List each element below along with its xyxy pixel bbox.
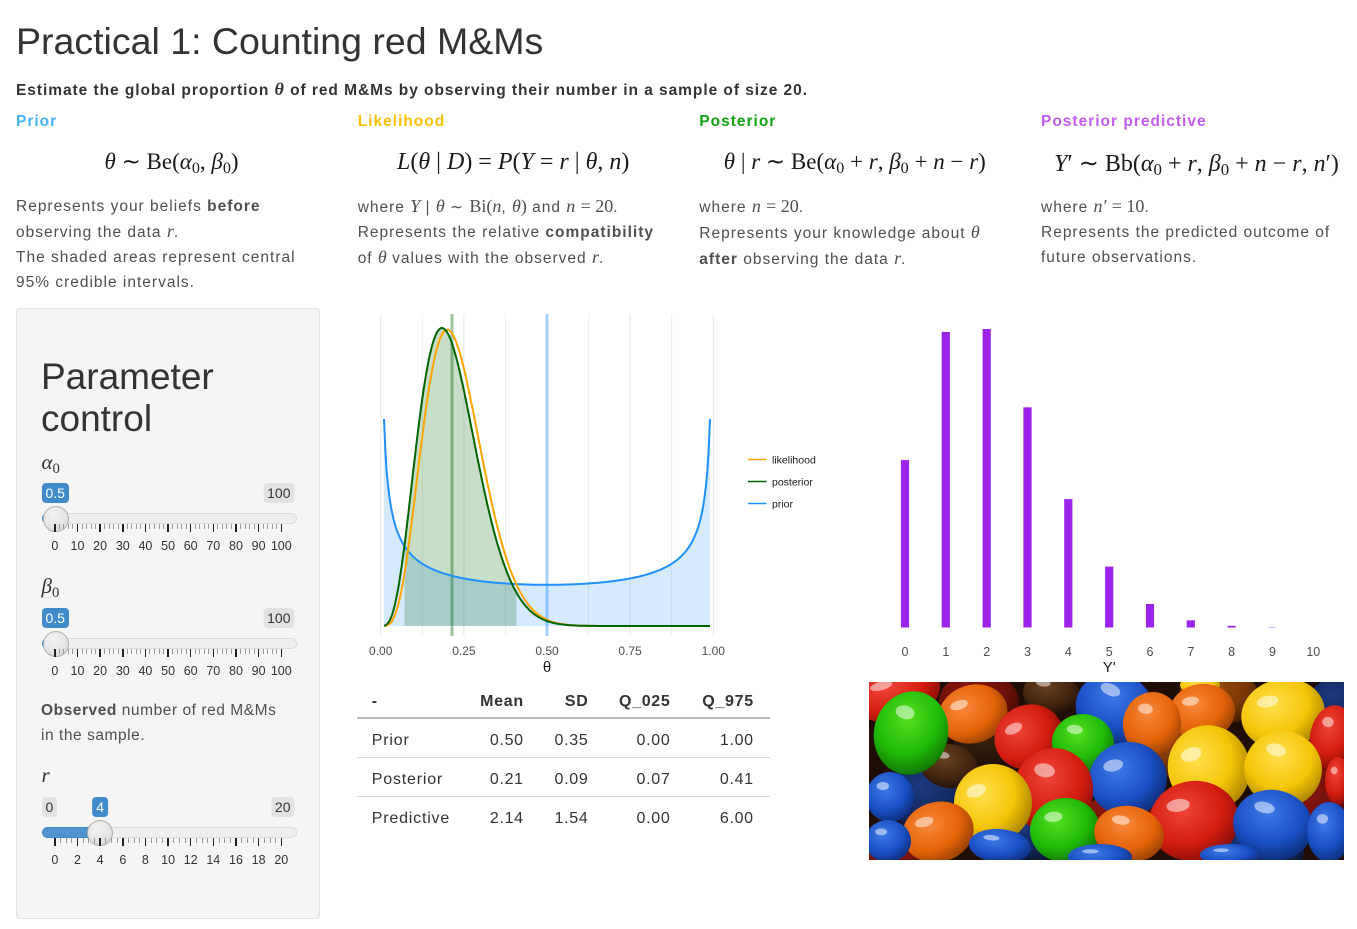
svg-text:10: 10 xyxy=(1306,645,1320,659)
svg-text:0.25: 0.25 xyxy=(452,644,476,658)
svg-text:likelihood: likelihood xyxy=(772,455,816,467)
svg-text:prior: prior xyxy=(772,499,794,511)
svg-text:5: 5 xyxy=(1106,645,1113,659)
svg-text:4: 4 xyxy=(1065,645,1072,659)
svg-text:1: 1 xyxy=(942,645,949,659)
svg-text:9: 9 xyxy=(1269,645,1276,659)
svg-text:0.00: 0.00 xyxy=(369,644,393,658)
svg-text:0: 0 xyxy=(902,645,909,659)
svg-text:0.50: 0.50 xyxy=(535,644,559,658)
svg-text:7: 7 xyxy=(1187,645,1194,659)
svg-text:1.00: 1.00 xyxy=(702,644,726,658)
svg-text:θ: θ xyxy=(543,659,551,676)
svg-text:Y': Y' xyxy=(1103,659,1116,676)
svg-text:0.75: 0.75 xyxy=(618,644,642,658)
svg-text:8: 8 xyxy=(1228,645,1235,659)
svg-text:3: 3 xyxy=(1024,645,1031,659)
svg-text:posterior: posterior xyxy=(772,477,813,489)
svg-text:6: 6 xyxy=(1147,645,1154,659)
svg-text:2: 2 xyxy=(983,645,990,659)
